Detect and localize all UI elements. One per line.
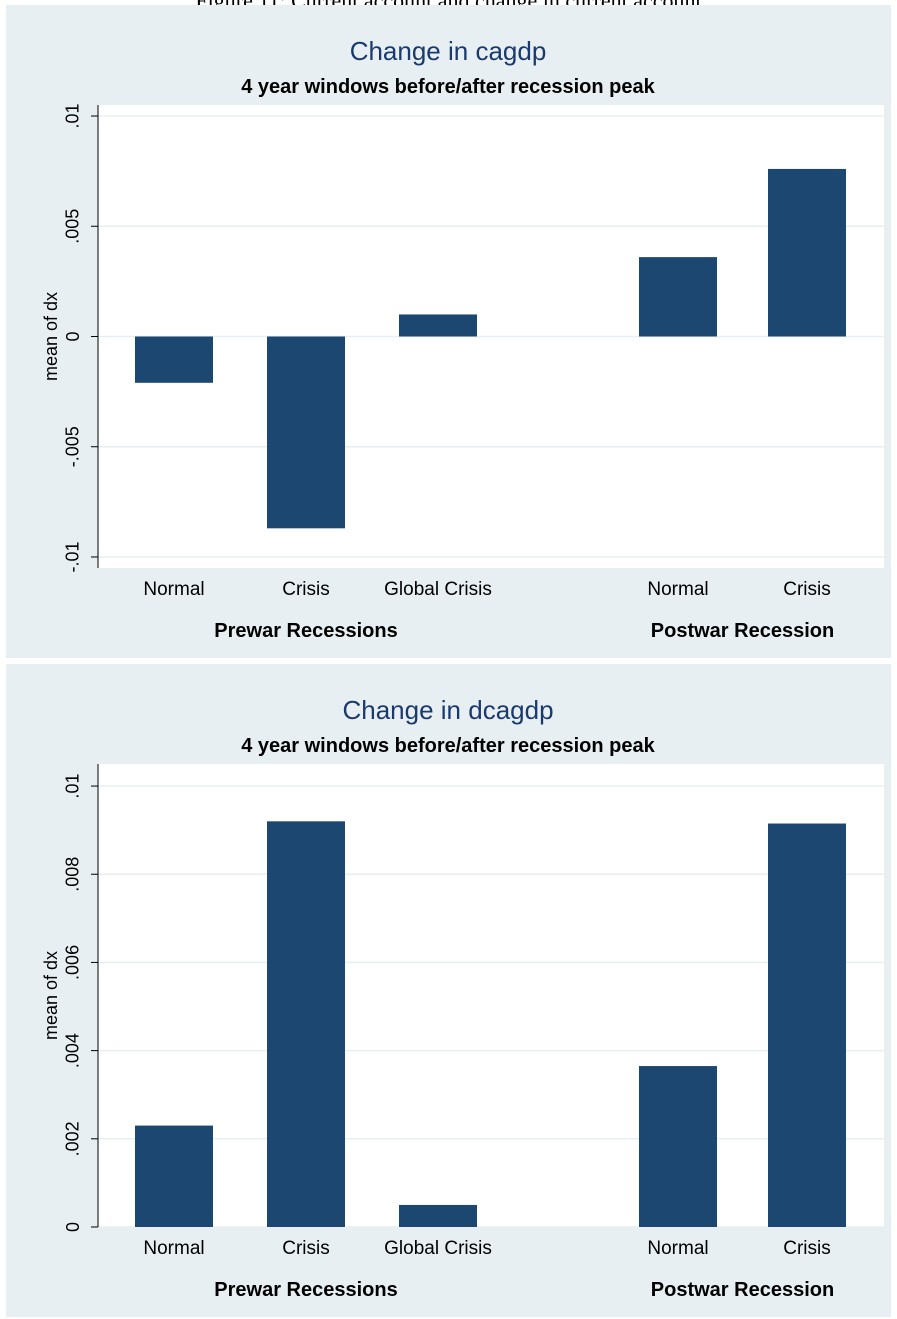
x-category-label: Global Crisis — [384, 1238, 492, 1259]
chart-panel-dcagdp: Change in dcagdp 4 year windows before/af… — [6, 664, 891, 1317]
x-category-label: Crisis — [783, 1238, 831, 1259]
bar — [639, 1066, 717, 1227]
chart-panel-cagdp: Change in cagdp 4 year windows before/aft… — [6, 5, 891, 658]
x-group-label: Postwar Recession — [651, 1279, 834, 1301]
bar — [768, 823, 846, 1227]
x-group-label: Prewar Recessions — [214, 620, 397, 642]
bar — [135, 336, 213, 383]
y-tick-label: -.01 — [63, 541, 83, 572]
y-tick-label: -.005 — [63, 426, 83, 467]
bar — [135, 1125, 213, 1227]
chart-title: Change in cagdp — [350, 36, 547, 66]
chart-subtitle: 4 year windows before/after recession pe… — [241, 76, 655, 98]
bar — [267, 821, 345, 1227]
bar-chart-dcagdp: Change in dcagdp 4 year windows before/af… — [41, 695, 884, 1301]
y-axis-label: mean of dx — [41, 951, 61, 1040]
chart-subtitle: 4 year windows before/after recession pe… — [241, 735, 655, 757]
y-tick-label: 0 — [63, 1222, 83, 1232]
y-tick-label: .01 — [63, 774, 83, 799]
x-category-label: Crisis — [783, 579, 831, 600]
bar — [639, 257, 717, 337]
y-tick-label: 0 — [63, 331, 83, 341]
bar — [399, 1204, 477, 1227]
x-category-label: Crisis — [282, 1238, 330, 1259]
x-category-label: Normal — [143, 1238, 204, 1259]
plot-area — [98, 764, 884, 1227]
x-group-label: Postwar Recession — [651, 620, 834, 642]
x-category-label: Normal — [143, 579, 204, 600]
bar-chart-cagdp: Change in cagdp 4 year windows before/aft… — [41, 36, 884, 642]
x-category-label: Normal — [647, 579, 708, 600]
y-tick-label: .006 — [63, 945, 83, 980]
y-tick-label: .005 — [63, 209, 83, 244]
x-category-label: Crisis — [282, 579, 330, 600]
x-category-label: Global Crisis — [384, 579, 492, 600]
y-tick-label: .002 — [63, 1121, 83, 1156]
bar — [267, 336, 345, 529]
y-tick-label: .008 — [63, 857, 83, 892]
y-axis-label: mean of dx — [41, 292, 61, 381]
chart-title: Change in dcagdp — [342, 695, 553, 725]
y-tick-label: .01 — [63, 104, 83, 129]
y-tick-label: .004 — [63, 1033, 83, 1068]
x-category-label: Normal — [647, 1238, 708, 1259]
bar — [768, 168, 846, 337]
bar — [399, 314, 477, 337]
x-group-label: Prewar Recessions — [214, 1279, 397, 1301]
